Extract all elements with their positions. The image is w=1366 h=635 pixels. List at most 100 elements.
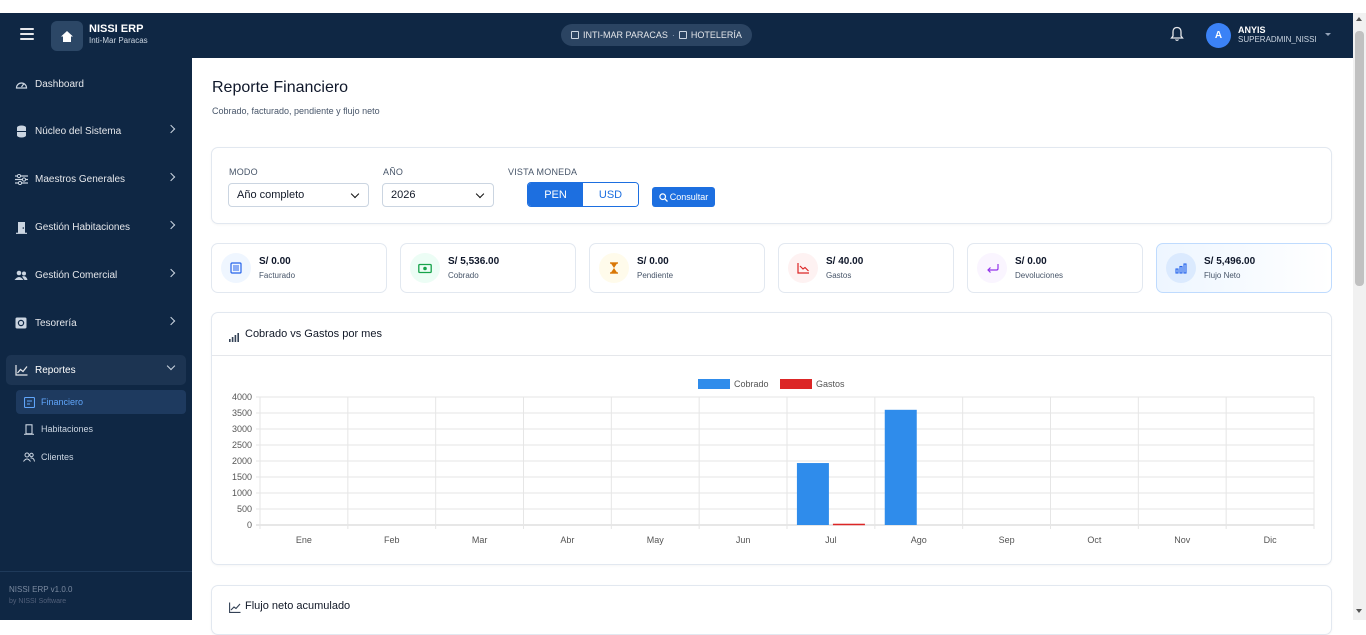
kpi-label: Pendiente — [637, 271, 674, 280]
sidebar-subitem-habitaciones[interactable]: Habitaciones — [16, 417, 186, 441]
cash-icon — [410, 253, 440, 283]
sidebar-item-habitaciones[interactable]: Gestión Habitaciones — [6, 212, 186, 242]
main-content: Reporte Financiero Cobrado, facturado, p… — [192, 58, 1353, 635]
kpi-card-pendiente: S/ 0.00 Pendiente — [589, 243, 765, 293]
bar-chart-icon — [229, 329, 239, 347]
currency-option-usd[interactable]: USD — [583, 183, 638, 206]
currency-toggle: PEN USD — [527, 182, 639, 207]
sidebar-item-maestros[interactable]: Maestros Generales — [6, 164, 186, 194]
legend-label-cobrado: Cobrado — [734, 379, 769, 389]
context-separator: · — [671, 30, 675, 40]
sidebar-item-dashboard[interactable]: Dashboard — [6, 69, 186, 99]
home-icon[interactable] — [51, 21, 83, 51]
kpi-label: Facturado — [259, 271, 296, 280]
kpi-value: S/ 5,536.00 — [448, 256, 500, 267]
sidebar-item-label: Gestión Habitaciones — [35, 221, 131, 233]
users-icon — [23, 451, 35, 463]
y-tick-label: 500 — [237, 504, 252, 514]
door-icon — [14, 220, 28, 234]
year-label: AÑO — [383, 167, 404, 177]
sidebar-item-comercial[interactable]: Gestión Comercial — [6, 260, 186, 290]
context-property: INTI-MAR PARACAS — [583, 30, 668, 40]
chevron-down-icon[interactable] — [1325, 33, 1331, 36]
kpi-card-devoluciones: S/ 0.00 Devoluciones — [967, 243, 1143, 293]
bar-chart-icon — [1166, 253, 1196, 283]
page-subtitle: Cobrado, facturado, pendiente y flujo ne… — [212, 106, 380, 116]
app-version: NISSI ERP v1.0.0 — [9, 585, 73, 594]
users-icon — [14, 268, 28, 282]
page-title: Reporte Financiero — [212, 79, 349, 96]
consultar-button[interactable]: Consultar — [652, 187, 715, 207]
bar-gastos-jul — [832, 523, 865, 526]
kpi-value: S/ 40.00 — [826, 256, 864, 267]
currency-option-pen[interactable]: PEN — [528, 183, 583, 206]
menu-toggle-icon[interactable] — [20, 28, 34, 40]
x-tick-label: Nov — [1174, 535, 1191, 545]
y-tick-label: 4000 — [232, 392, 252, 402]
chevron-right-icon — [166, 268, 176, 278]
sidebar: Dashboard Núcleo del Sistema Maestros Ge… — [0, 58, 192, 620]
line-chart-icon — [229, 600, 241, 618]
x-tick-label: Mar — [472, 535, 488, 545]
door-icon — [23, 423, 35, 435]
kpi-label: Devoluciones — [1015, 271, 1064, 280]
sidebar-item-tesoreria[interactable]: Tesorería — [6, 308, 186, 338]
mode-select-value: Año completo — [237, 189, 305, 201]
report-icon — [23, 396, 35, 408]
brand: NISSI ERP Inti-Mar Paracas — [89, 24, 148, 46]
avatar[interactable]: A — [1206, 23, 1231, 48]
sidebar-subitem-clientes[interactable]: Clientes — [16, 445, 186, 469]
y-tick-label: 3000 — [232, 424, 252, 434]
y-tick-label: 3500 — [232, 408, 252, 418]
sidebar-item-label: Dashboard — [35, 78, 84, 90]
search-icon — [659, 192, 668, 202]
context-pill[interactable]: INTI-MAR PARACAS · HOTELERÍA — [561, 24, 752, 46]
legend-swatch-cobrado — [698, 379, 730, 389]
mode-select[interactable]: Año completo — [228, 183, 369, 207]
sidebar-item-nucleo[interactable]: Núcleo del Sistema — [6, 116, 186, 146]
year-select[interactable]: 2026 — [382, 183, 494, 207]
x-tick-label: Dic — [1264, 535, 1277, 545]
database-icon — [14, 124, 28, 138]
currency-label: VISTA MONEDA — [508, 167, 578, 177]
sidebar-subitem-label: Financiero — [41, 397, 84, 407]
kpi-card-gastos: S/ 40.00 Gastos — [778, 243, 954, 293]
bar-cobrado-jul — [796, 463, 829, 525]
building-icon — [571, 31, 579, 39]
kpi-label: Gastos — [826, 271, 852, 280]
x-tick-label: Jul — [825, 535, 837, 545]
sliders-icon — [14, 172, 28, 186]
scroll-down-icon[interactable] — [1356, 609, 1362, 613]
mode-label: MODO — [229, 167, 258, 177]
flujo-title: Flujo neto acumulado — [245, 600, 351, 612]
context-module: HOTELERÍA — [690, 30, 742, 40]
x-tick-label: Feb — [384, 535, 400, 545]
x-tick-label: Jun — [736, 535, 751, 545]
y-tick-label: 1000 — [232, 488, 252, 498]
hourglass-icon — [599, 253, 629, 283]
y-tick-label: 0 — [247, 520, 252, 530]
scroll-up-icon[interactable] — [1356, 17, 1362, 21]
user-info[interactable]: ANYIS SUPERADMIN_NISSI — [1238, 25, 1317, 45]
return-icon — [977, 253, 1007, 283]
gauge-icon — [14, 77, 28, 91]
chevron-down-icon — [475, 189, 485, 199]
scrollbar-thumb[interactable] — [1355, 31, 1364, 286]
sidebar-item-label: Reportes — [35, 364, 76, 376]
sidebar-item-reportes[interactable]: Reportes — [6, 355, 186, 385]
bell-icon[interactable] — [1170, 26, 1184, 47]
sidebar-item-label: Tesorería — [35, 317, 77, 329]
flujo-card: Flujo neto acumulado — [211, 585, 1332, 635]
app-subtitle: Inti-Mar Paracas — [89, 36, 148, 45]
y-tick-label: 2000 — [232, 456, 252, 466]
kpi-card-flujo-neto: S/ 5,496.00 Flujo Neto — [1156, 243, 1332, 293]
trend-down-icon — [788, 253, 818, 283]
line-chart-icon — [14, 363, 28, 377]
x-tick-label: Oct — [1087, 535, 1102, 545]
page-scrollbar[interactable] — [1353, 13, 1366, 620]
sidebar-subitem-financiero[interactable]: Financiero — [16, 390, 186, 414]
x-tick-label: Ene — [296, 535, 312, 545]
x-tick-label: Abr — [560, 535, 574, 545]
user-name: ANYIS — [1238, 25, 1266, 35]
y-tick-label: 1500 — [232, 472, 252, 482]
